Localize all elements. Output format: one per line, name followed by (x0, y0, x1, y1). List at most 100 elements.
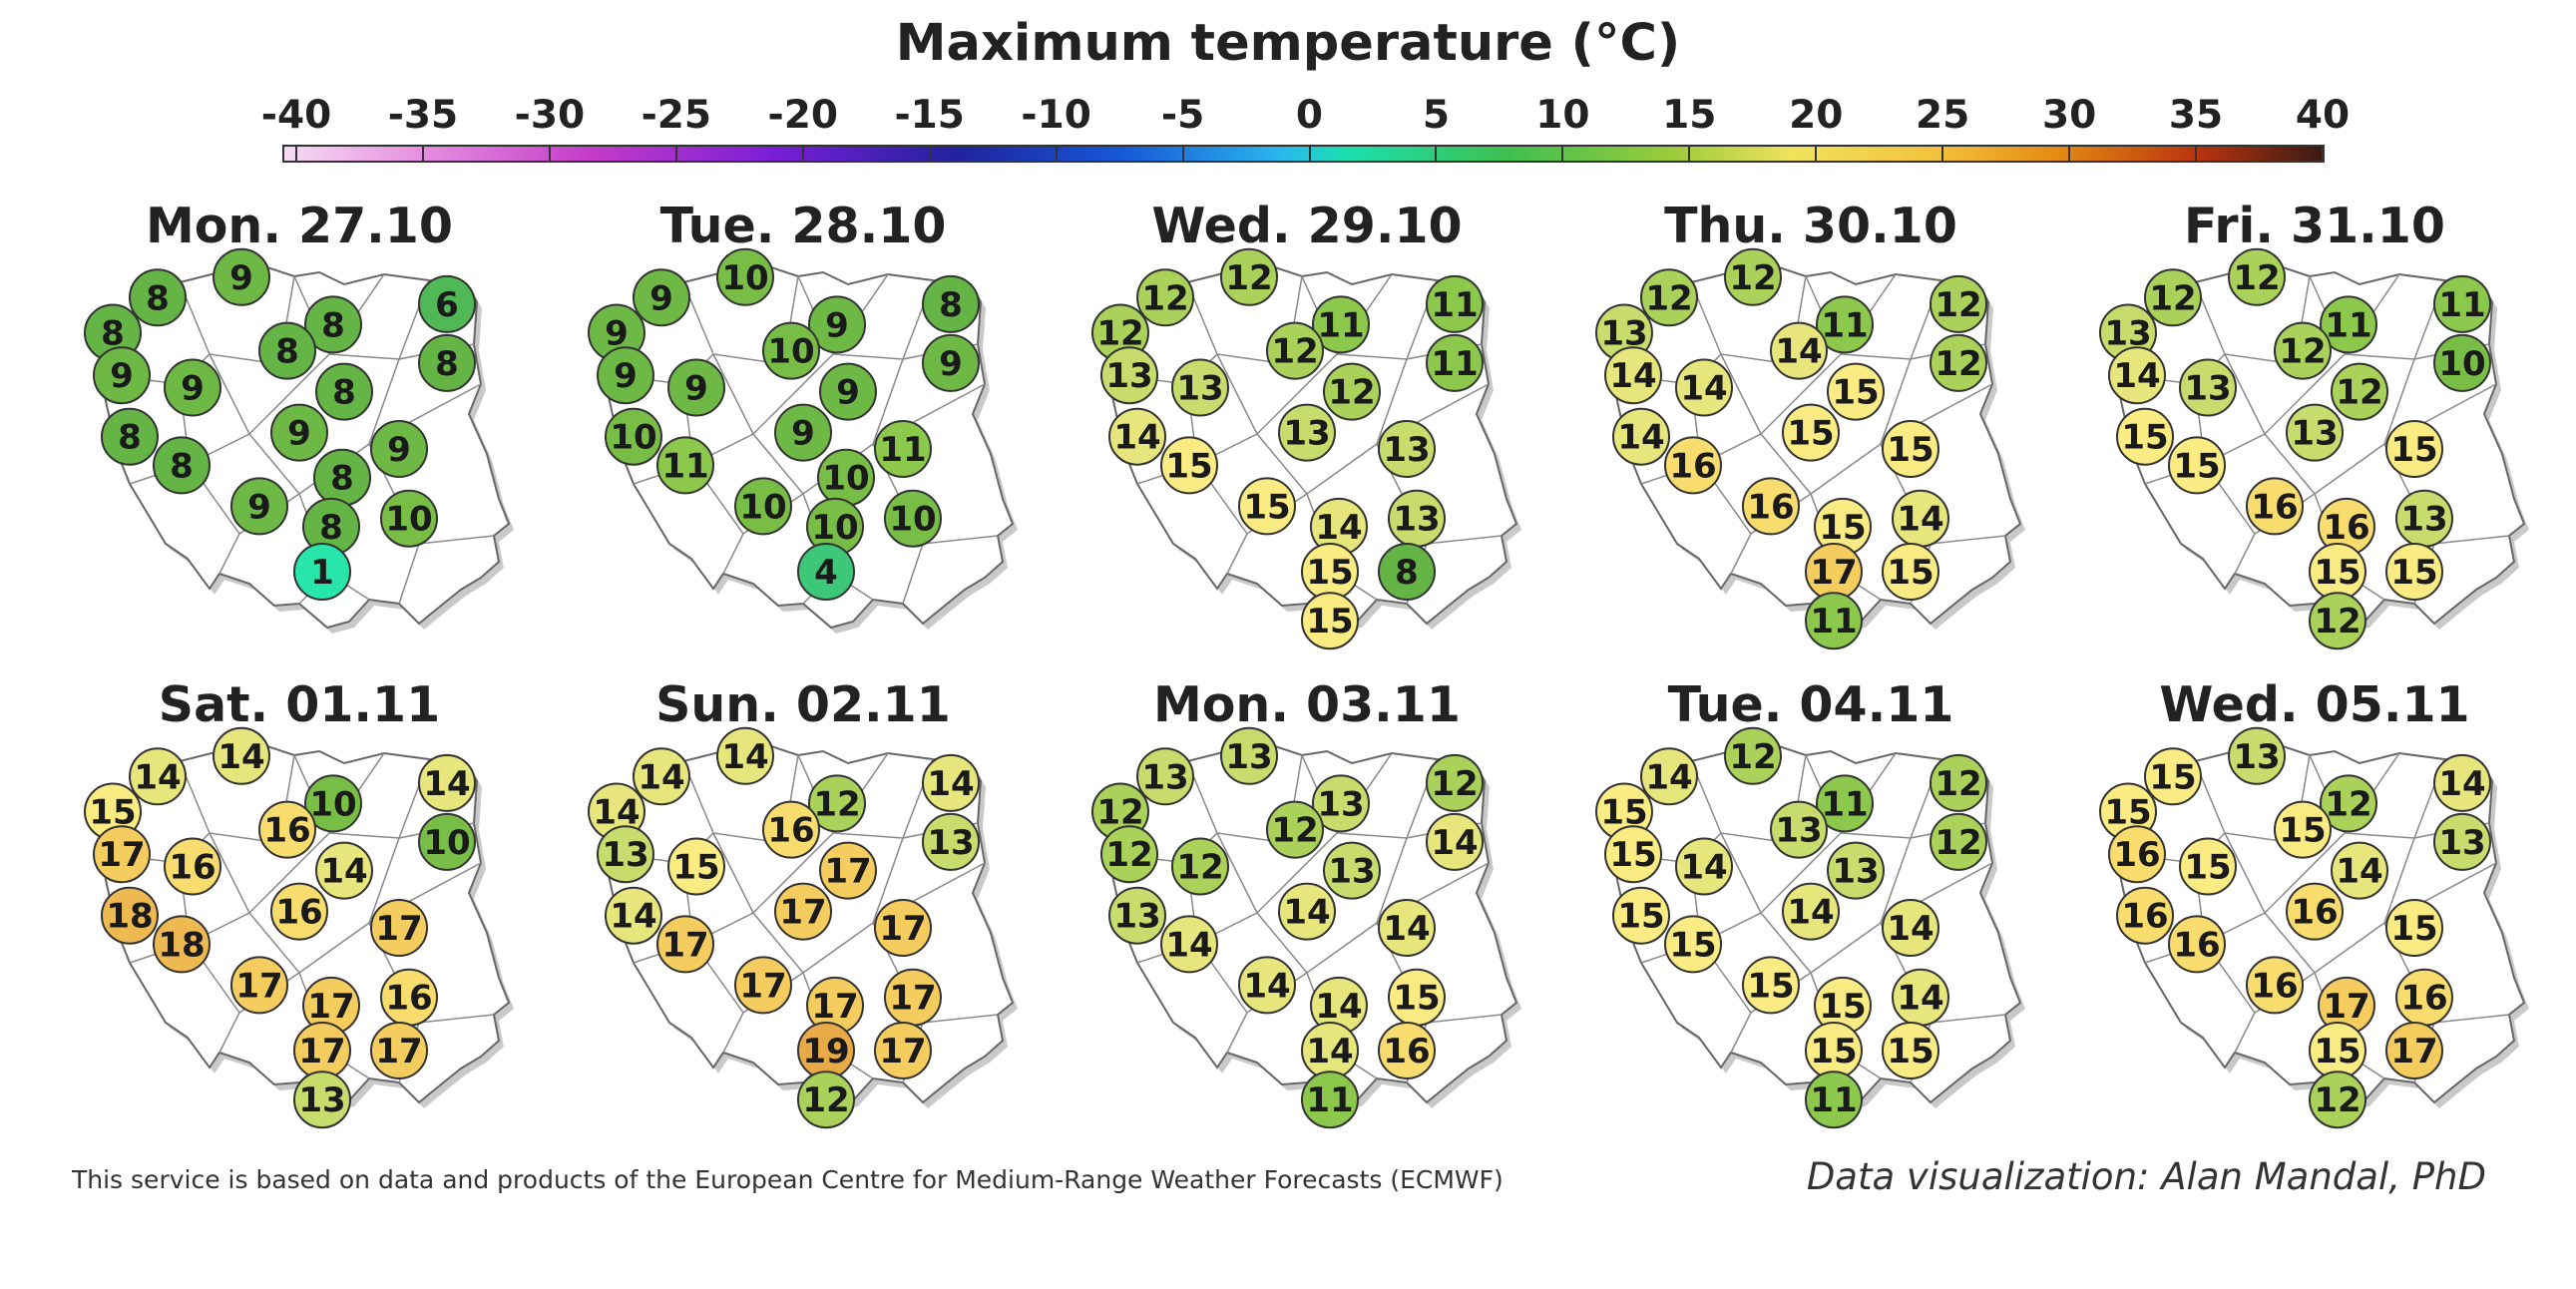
station-value: 14 (1431, 823, 1478, 863)
station-marker: 17 (874, 1022, 932, 1079)
colorbar-tick-label: -5 (1160, 93, 1205, 138)
station-value: 15 (2104, 793, 2151, 833)
station-marker: 14 (1640, 747, 1698, 806)
station-value: 11 (1821, 784, 1868, 824)
station-value: 17 (879, 1032, 926, 1072)
station-circle (922, 753, 980, 812)
station-circle (1378, 420, 1436, 478)
station-value: 12 (1096, 793, 1143, 833)
station-value: 9 (614, 356, 638, 396)
station-marker: 12 (1266, 321, 1324, 380)
region-border (1690, 754, 1807, 844)
station-value: 13 (1113, 897, 1160, 937)
station-value: 10 (889, 500, 936, 540)
station-circle (2385, 899, 2443, 957)
station-value: 14 (1243, 966, 1290, 1006)
station-marker: 13 (2179, 358, 2237, 417)
station-marker: 8 (418, 333, 476, 392)
station-marker: 8 (315, 362, 373, 421)
station-value: 4 (814, 553, 838, 593)
station-circle (129, 268, 187, 327)
station-circle (370, 899, 428, 957)
station-value: 12 (1645, 278, 1692, 318)
station-circle (633, 747, 690, 806)
station-circle (2179, 837, 2237, 896)
station-value: 14 (1283, 893, 1330, 933)
station-marker: 9 (230, 477, 288, 536)
station-value: 14 (1315, 508, 1362, 548)
station-value: 10 (610, 418, 656, 458)
station-marker: 13 (2433, 812, 2491, 871)
station-value: 16 (2291, 893, 2338, 933)
station-circle (819, 362, 877, 421)
station-marker: 8 (313, 448, 371, 507)
station-value: 9 (939, 344, 963, 384)
station-marker: 11 (1805, 1071, 1863, 1129)
station-circle (1100, 825, 1158, 884)
region-border (1186, 754, 1303, 844)
station-marker: 12 (1930, 333, 1987, 392)
station-value: 14 (593, 793, 640, 833)
day-title: Mon. 27.10 (146, 198, 453, 254)
station-value: 13 (1383, 430, 1430, 470)
station-value: 15 (1243, 487, 1290, 527)
station-marker: 17 (370, 899, 428, 957)
colorbar-tickmark (674, 145, 677, 163)
station-marker: 10 (380, 489, 438, 548)
station-value: 15 (1810, 1032, 1857, 1072)
station-marker: 10 (806, 497, 864, 556)
station-value: 15 (2390, 909, 2437, 949)
station-circle (2309, 1071, 2366, 1129)
region-border (1256, 837, 1408, 975)
station-marker: 11 (656, 436, 714, 495)
station-value: 12 (1176, 848, 1223, 888)
station-marker: 9 (808, 295, 866, 354)
station-marker: 12 (1136, 268, 1194, 327)
station-value: 13 (1283, 414, 1330, 454)
station-marker: 16 (258, 800, 316, 859)
colorbar-tickmark (1941, 145, 1944, 163)
station-circle (93, 825, 151, 884)
station-value: 16 (1383, 1032, 1430, 1072)
station-circle (213, 247, 270, 306)
station-marker: 13 (1388, 489, 1446, 548)
colorbar-tick-label: 15 (1662, 93, 1717, 138)
station-marker: 12 (1930, 274, 1987, 333)
station-marker: 15 (2309, 543, 2366, 601)
station-circle (1323, 362, 1381, 421)
station-marker: 12 (1724, 726, 1782, 785)
station-marker: 16 (2108, 825, 2166, 884)
station-value: 13 (298, 1080, 345, 1120)
colorbar-tickmark (801, 145, 804, 163)
station-marker: 17 (302, 976, 360, 1035)
station-circle (1675, 358, 1733, 417)
region-border (1760, 353, 1842, 435)
region-border (1730, 1012, 1752, 1054)
station-circle (2433, 812, 2491, 871)
station-marker: 15 (2179, 837, 2237, 896)
station-circle (164, 358, 221, 417)
station-value: 15 (2173, 446, 2220, 486)
station-value: 13 (1600, 314, 1647, 354)
station-marker: 13 (1595, 303, 1653, 362)
station-value: 13 (2104, 314, 2151, 354)
day-title: Mon. 03.11 (1153, 676, 1461, 733)
station-marker: 14 (2331, 841, 2388, 900)
station-value: 9 (825, 305, 849, 345)
station-circle (2331, 841, 2388, 900)
station-value: 10 (811, 508, 858, 548)
station-value: 14 (927, 764, 974, 804)
station-marker: 9 (774, 403, 832, 462)
station-value: 15 (1600, 793, 1647, 833)
colorbar-tickmark (2195, 145, 2198, 163)
station-marker: 10 (605, 407, 662, 466)
station-value: 14 (2113, 356, 2160, 396)
station-value: 15 (1887, 1032, 1933, 1072)
station-value: 12 (2233, 258, 2280, 298)
station-marker: 10 (734, 477, 792, 536)
day-title: Wed. 29.10 (1151, 198, 1463, 254)
station-value: 18 (106, 897, 153, 937)
station-value: 15 (2279, 811, 2326, 851)
region-border (398, 543, 420, 605)
station-marker: 14 (1675, 358, 1733, 417)
